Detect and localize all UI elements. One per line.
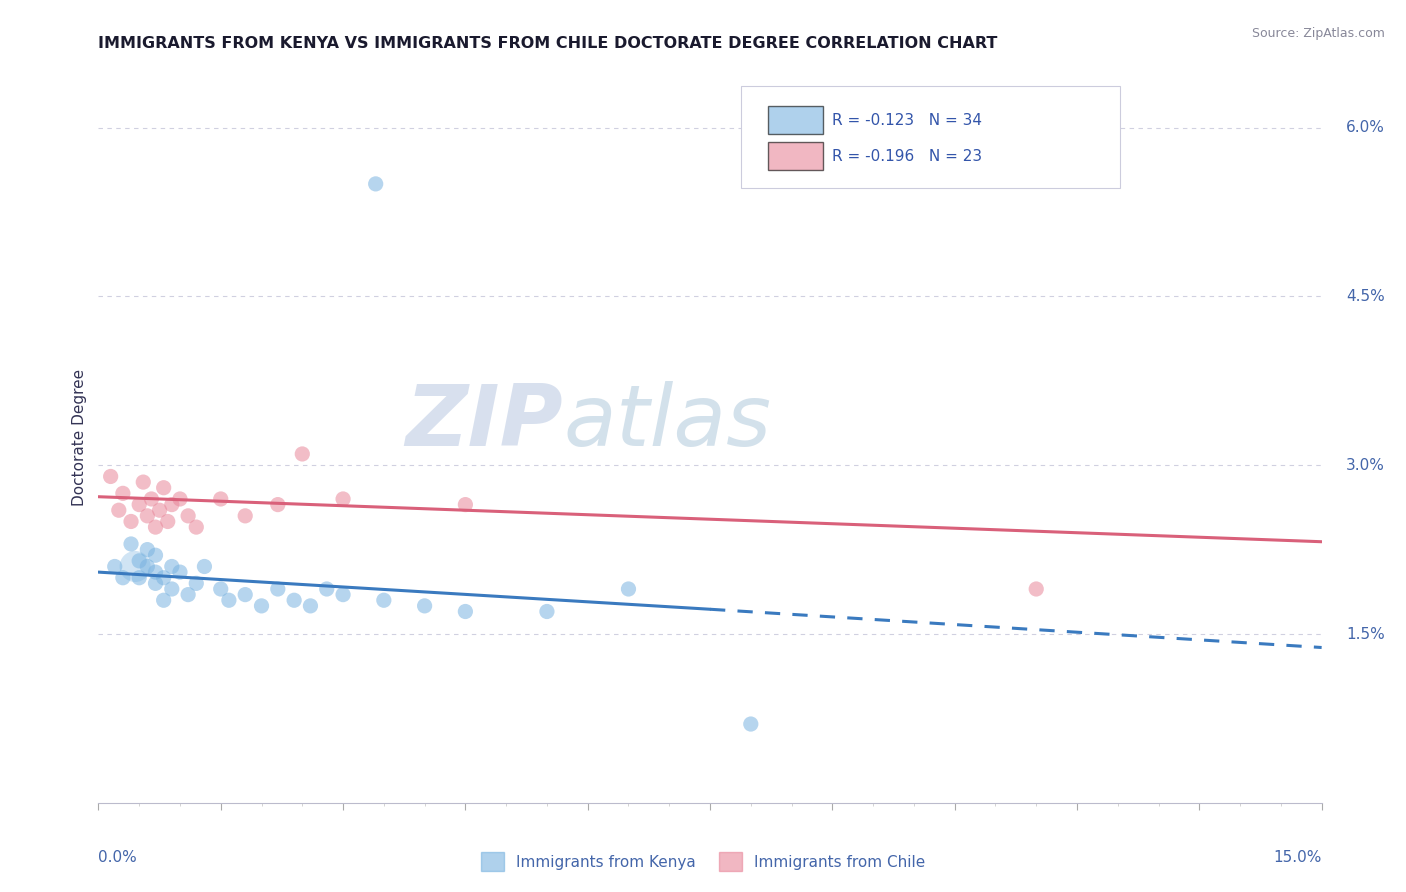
Point bbox=[267, 498, 290, 512]
Point bbox=[111, 486, 134, 500]
Point bbox=[299, 599, 322, 613]
Point bbox=[136, 508, 159, 523]
Point bbox=[177, 508, 200, 523]
Point bbox=[454, 605, 477, 619]
Point bbox=[209, 491, 232, 506]
Point bbox=[267, 582, 290, 596]
Legend: Immigrants from Kenya, Immigrants from Chile: Immigrants from Kenya, Immigrants from C… bbox=[475, 847, 931, 877]
Point bbox=[136, 559, 159, 574]
FancyBboxPatch shape bbox=[741, 86, 1119, 188]
Point bbox=[145, 520, 167, 534]
Point bbox=[136, 542, 159, 557]
Point bbox=[186, 576, 208, 591]
Point bbox=[209, 582, 232, 596]
Point bbox=[160, 498, 183, 512]
Point bbox=[145, 565, 167, 579]
Point bbox=[413, 599, 436, 613]
Point bbox=[218, 593, 240, 607]
Point bbox=[740, 717, 762, 731]
Point bbox=[111, 571, 134, 585]
Point bbox=[156, 515, 179, 529]
Point bbox=[177, 588, 200, 602]
Point bbox=[120, 537, 142, 551]
Point bbox=[169, 491, 191, 506]
Point bbox=[1025, 582, 1047, 596]
Text: atlas: atlas bbox=[564, 381, 772, 464]
Text: Source: ZipAtlas.com: Source: ZipAtlas.com bbox=[1251, 27, 1385, 40]
Point bbox=[373, 593, 395, 607]
Point bbox=[250, 599, 273, 613]
Point bbox=[617, 582, 640, 596]
Text: 4.5%: 4.5% bbox=[1346, 289, 1385, 304]
Point bbox=[454, 498, 477, 512]
Point bbox=[291, 447, 314, 461]
Text: R = -0.196   N = 23: R = -0.196 N = 23 bbox=[832, 150, 983, 164]
Text: 15.0%: 15.0% bbox=[1274, 850, 1322, 865]
Point bbox=[128, 554, 150, 568]
Point bbox=[332, 491, 354, 506]
Point bbox=[169, 565, 191, 579]
Point bbox=[283, 593, 305, 607]
Point bbox=[132, 475, 155, 489]
Text: 0.0%: 0.0% bbox=[98, 850, 138, 865]
Point bbox=[193, 559, 215, 574]
Point bbox=[104, 559, 127, 574]
Point bbox=[152, 571, 174, 585]
Point bbox=[186, 520, 208, 534]
Point bbox=[128, 498, 150, 512]
Point bbox=[120, 515, 142, 529]
Text: 6.0%: 6.0% bbox=[1346, 120, 1385, 135]
Point bbox=[152, 593, 174, 607]
Point bbox=[536, 605, 558, 619]
Point bbox=[145, 548, 167, 562]
Point bbox=[108, 503, 131, 517]
Point bbox=[100, 469, 122, 483]
FancyBboxPatch shape bbox=[768, 106, 823, 134]
Point bbox=[128, 571, 150, 585]
Point bbox=[141, 491, 163, 506]
Point bbox=[233, 508, 256, 523]
Text: 1.5%: 1.5% bbox=[1346, 626, 1385, 641]
Text: 3.0%: 3.0% bbox=[1346, 458, 1385, 473]
Text: R = -0.123   N = 34: R = -0.123 N = 34 bbox=[832, 113, 983, 128]
Point bbox=[332, 588, 354, 602]
Point bbox=[364, 177, 387, 191]
Point bbox=[124, 559, 146, 574]
Text: ZIP: ZIP bbox=[405, 381, 564, 464]
Point bbox=[152, 481, 174, 495]
Point bbox=[315, 582, 337, 596]
Point bbox=[160, 559, 183, 574]
Point bbox=[160, 582, 183, 596]
Y-axis label: Doctorate Degree: Doctorate Degree bbox=[72, 368, 87, 506]
Point bbox=[233, 588, 256, 602]
Point bbox=[145, 576, 167, 591]
Point bbox=[149, 503, 172, 517]
Text: IMMIGRANTS FROM KENYA VS IMMIGRANTS FROM CHILE DOCTORATE DEGREE CORRELATION CHAR: IMMIGRANTS FROM KENYA VS IMMIGRANTS FROM… bbox=[98, 36, 998, 51]
FancyBboxPatch shape bbox=[768, 143, 823, 170]
